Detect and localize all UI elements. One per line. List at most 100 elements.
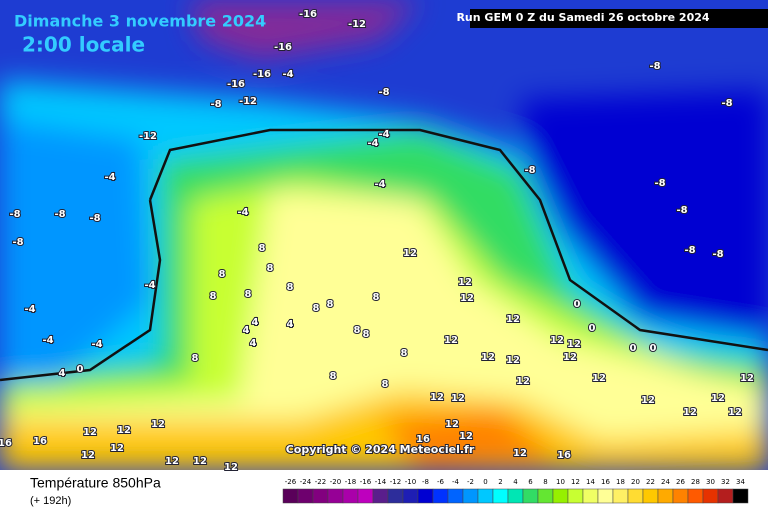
colorbar-swatch (642, 488, 659, 504)
isotherm-label: -8 (210, 99, 221, 110)
isotherm-label: -4 (367, 138, 378, 149)
isotherm-label: 12 (459, 431, 473, 442)
colorbar-label: 8 (543, 478, 547, 486)
colorbar-label: 20 (631, 478, 640, 486)
isotherm-label: -16 (253, 69, 271, 80)
isotherm-label: -8 (12, 237, 23, 248)
isotherm-label: 16 (33, 436, 47, 447)
colorbar-swatch (432, 488, 449, 504)
isotherm-label: -12 (239, 96, 257, 107)
isotherm-label: 12 (683, 407, 697, 418)
colorbar-label: 18 (616, 478, 625, 486)
isotherm-label: 12 (403, 248, 417, 259)
copyright: Copyright © 2024 Meteociel.fr (286, 443, 475, 456)
isotherm-label: -8 (524, 165, 535, 176)
isotherm-label: 0 (589, 323, 596, 334)
colorbar-swatch (612, 488, 629, 504)
isotherm-label: 12 (506, 355, 520, 366)
colorbar-label: -2 (467, 478, 474, 486)
isotherm-label: 8 (210, 291, 217, 302)
colorbar-swatch (462, 488, 479, 504)
isotherm-label: 12 (430, 392, 444, 403)
colorbar-swatch (447, 488, 464, 504)
colorbar-label: 4 (513, 478, 518, 486)
colorbar-swatch (567, 488, 584, 504)
isotherm-label: -8 (89, 213, 100, 224)
colorbar-swatch (357, 488, 374, 504)
isotherm-label: -4 (237, 207, 248, 218)
colorbar-swatch (312, 488, 329, 504)
colorbar-label: 6 (528, 478, 533, 486)
colorbar-swatch (657, 488, 674, 504)
isotherm-label: 12 (458, 277, 472, 288)
colorbar-swatch (702, 488, 719, 504)
colorbar-swatch (507, 488, 524, 504)
isotherm-label: 8 (330, 371, 337, 382)
colorbar-label: 14 (586, 478, 595, 486)
colorbar-label: 30 (706, 478, 715, 486)
time-title: 2:00 locale (22, 33, 145, 57)
isotherm-label: 12 (592, 373, 606, 384)
colorbar-label: -24 (300, 478, 312, 486)
isotherm-label: -4 (282, 69, 293, 80)
zero-isotherm (0, 199, 162, 382)
isotherm-label: 0 (574, 299, 581, 310)
isotherm-label: 8 (219, 269, 226, 280)
colorbar-label: -26 (285, 478, 297, 486)
isotherm-label: -8 (649, 61, 660, 72)
isotherm-label: -8 (676, 205, 687, 216)
isotherm-label: 16 (557, 450, 571, 461)
isotherm-label: -4 (42, 335, 53, 346)
isotherm-label: 0 (77, 364, 84, 375)
colorbar-label: 22 (646, 478, 655, 486)
colorbar-label: 32 (721, 478, 730, 486)
isotherm-label: 12 (550, 335, 564, 346)
isotherm-label: 8 (259, 243, 266, 254)
colorbar-swatch (627, 488, 644, 504)
colorbar-label: -4 (452, 478, 460, 486)
colorbar-label: 34 (736, 478, 745, 486)
isotherm-label: 8 (373, 292, 380, 303)
isotherm-label: 4 (252, 317, 259, 328)
zero-isotherm (148, 128, 768, 352)
isotherm-label: -4 (144, 280, 155, 291)
isotherm-label: 12 (165, 456, 179, 467)
isotherm-label: 8 (363, 329, 370, 340)
colorbar-label: 24 (661, 478, 670, 486)
isotherm-label: 12 (513, 448, 527, 459)
isotherm-label: 12 (151, 419, 165, 430)
colorbar-label: -6 (437, 478, 445, 486)
colorbar-label: 16 (601, 478, 610, 486)
isotherm-label: 12 (444, 335, 458, 346)
colorbar-swatch (717, 488, 734, 504)
colorbar-swatch (597, 488, 614, 504)
footer-title: Température 850hPa (30, 475, 161, 491)
isotherm-label: 8 (354, 325, 361, 336)
isotherm-label: 12 (117, 425, 131, 436)
colorbar-swatch (732, 488, 749, 504)
isotherm-label: 12 (740, 373, 754, 384)
date-title: Dimanche 3 novembre 2024 (14, 12, 266, 31)
isotherm-label: 8 (245, 289, 252, 300)
isotherm-label: 8 (192, 353, 199, 364)
footer-lead: (+ 192h) (30, 495, 71, 507)
colorbar-swatch (417, 488, 434, 504)
isotherm-label: 0 (630, 343, 637, 354)
isotherm-label: 16 (416, 434, 430, 445)
isotherm-label: 4 (250, 338, 257, 349)
isotherm-label: 12 (451, 393, 465, 404)
isotherm-label: 4 (243, 325, 250, 336)
colorbar-swatch (582, 488, 599, 504)
colorbar-label: -20 (330, 478, 341, 486)
isotherm-label: -8 (712, 249, 723, 260)
isotherm-label: 12 (83, 427, 97, 438)
isotherm-label: -12 (348, 19, 366, 30)
isotherm-label: 12 (81, 450, 95, 461)
isotherm-label: 4 (59, 368, 66, 379)
isotherm-label: 8 (327, 299, 334, 310)
colorbar-label: -22 (315, 478, 326, 486)
isotherm-label: -4 (378, 129, 389, 140)
colorbar-label: 10 (556, 478, 565, 486)
isotherm-label: -16 (227, 79, 245, 90)
isotherm-label: 8 (382, 379, 389, 390)
